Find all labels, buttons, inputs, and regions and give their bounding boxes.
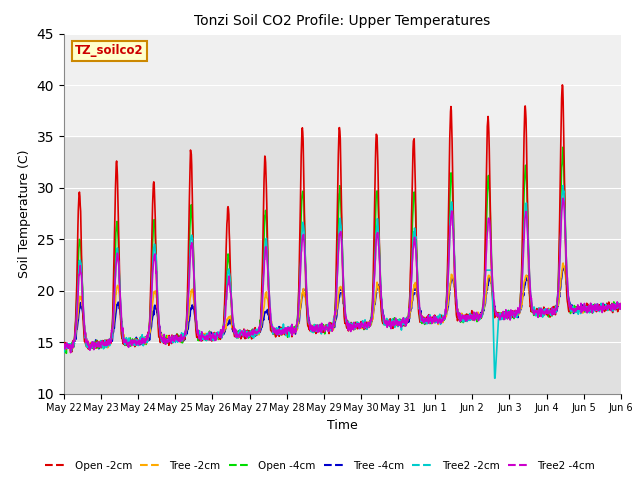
Y-axis label: Soil Temperature (C): Soil Temperature (C): [18, 149, 31, 278]
X-axis label: Time: Time: [327, 419, 358, 432]
Bar: [64, 34, 621, 136]
Legend: Open -2cm, Tree -2cm, Open -4cm, Tree -4cm, Tree2 -2cm, Tree2 -4cm: Open -2cm, Tree -2cm, Open -4cm, Tree -4…: [41, 456, 599, 475]
Title: Tonzi Soil CO2 Profile: Upper Temperatures: Tonzi Soil CO2 Profile: Upper Temperatur…: [195, 14, 490, 28]
Text: TZ_soilco2: TZ_soilco2: [75, 44, 144, 58]
